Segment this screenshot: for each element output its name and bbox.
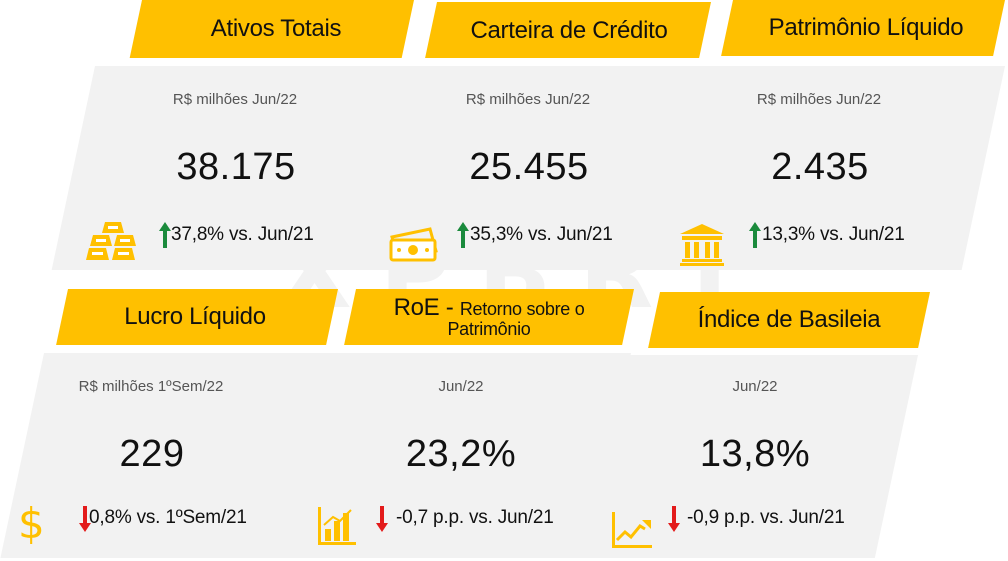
arrow-up-icon <box>159 222 171 248</box>
arrow-up-icon <box>749 222 761 248</box>
arrow-up-icon <box>457 222 469 248</box>
card-subtitle: Jun/22 <box>438 378 484 395</box>
card-delta: 37,8% vs. Jun/21 <box>171 224 314 245</box>
card-title: Carteira de Crédito <box>470 17 668 44</box>
card-value: 23,2% <box>405 433 517 475</box>
arrow-down-icon <box>79 506 91 532</box>
dollar-sign-icon: $ <box>18 499 45 548</box>
card-subtitle: R$ milhões Jun/22 <box>172 91 298 108</box>
card-title-main: RoE - <box>393 293 454 321</box>
card-delta: 35,3% vs. Jun/21 <box>470 224 613 245</box>
card-subtitle: R$ milhões Jun/22 <box>465 91 591 108</box>
card-value: 229 <box>119 433 185 475</box>
bank-building-icon <box>680 224 724 266</box>
bar-chart-icon <box>318 507 356 545</box>
card-subtitle: R$ milhões 1ºSem/22 <box>78 378 224 395</box>
card-value: 2.435 <box>771 146 869 188</box>
card-subtitle: R$ milhões Jun/22 <box>756 91 882 108</box>
arrow-down-icon <box>668 506 680 532</box>
card-delta: 0,8% vs. 1ºSem/21 <box>89 507 247 528</box>
card-delta: -0,9 p.p. vs. Jun/21 <box>687 507 845 528</box>
card-value: 25.455 <box>469 146 589 188</box>
card-title: Lucro Líquido <box>124 303 266 330</box>
line-chart-icon <box>612 512 652 548</box>
card-delta: -0,7 p.p. vs. Jun/21 <box>396 507 554 528</box>
card-title: RoE - Retorno sobre o Patrimônio <box>350 290 628 344</box>
card-title: Patrimônio Líquido <box>768 14 964 41</box>
card-value: 13,8% <box>699 433 811 475</box>
card-delta: 13,3% vs. Jun/21 <box>762 224 905 245</box>
gold-bars-icon <box>86 222 136 260</box>
card-subtitle: Jun/22 <box>732 378 778 395</box>
card-title-small: Retorno sobre o <box>459 298 585 319</box>
card-title: Índice de Basileia <box>697 306 881 333</box>
card-value: 38.175 <box>176 146 296 188</box>
banknotes-icon <box>389 227 438 262</box>
card-title: Ativos Totais <box>210 15 342 42</box>
card-title-line2: Patrimônio <box>447 319 531 340</box>
arrow-down-icon <box>376 506 388 532</box>
